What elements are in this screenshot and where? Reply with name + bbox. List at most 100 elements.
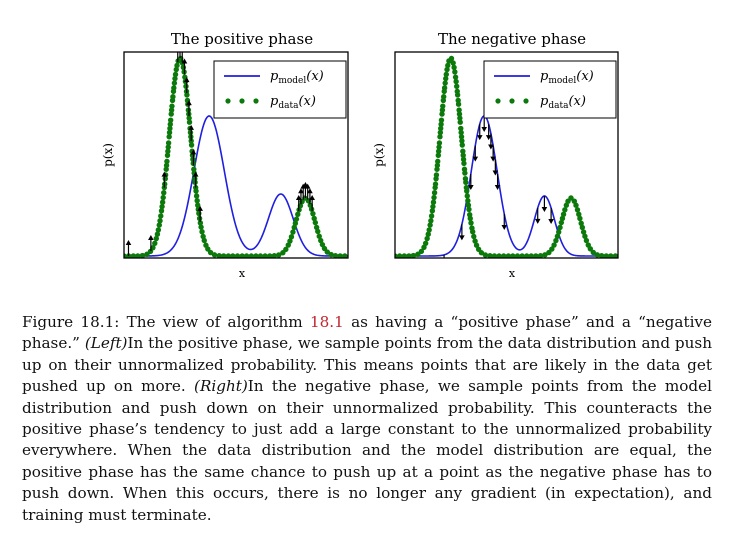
data-density-point	[168, 107, 175, 113]
data-density-point	[579, 224, 586, 231]
push-down-arrow	[548, 207, 554, 224]
data-density-point	[163, 166, 169, 172]
plot-frame	[394, 51, 619, 259]
data-density-point	[438, 117, 445, 123]
data-density-point	[292, 220, 299, 227]
data-density-point	[464, 188, 470, 194]
data-density-point	[608, 253, 614, 258]
data-density-point	[576, 211, 582, 218]
data-density-point	[164, 152, 171, 159]
data-density-point	[312, 219, 319, 226]
arrow-head	[307, 188, 313, 194]
data-density-point	[444, 66, 450, 73]
data-density-point	[315, 228, 321, 235]
data-density-point	[262, 253, 268, 258]
data-density-point	[396, 253, 403, 258]
push-down-arrow	[534, 207, 541, 224]
data-density-point	[467, 215, 473, 222]
data-density-point	[553, 237, 559, 244]
panel-title: The negative phase	[438, 30, 586, 48]
data-density-point	[456, 107, 462, 113]
data-density-point	[168, 111, 174, 117]
data-density-point	[216, 253, 222, 258]
data-density-point	[456, 111, 463, 117]
data-density-point	[186, 119, 193, 125]
legend-data-dot	[225, 98, 231, 104]
push-up-arrow	[181, 58, 188, 75]
data-density-point	[582, 233, 588, 239]
data-density-point	[578, 220, 584, 227]
data-density-point	[549, 246, 555, 252]
data-density-point	[510, 253, 516, 258]
data-density-point	[560, 211, 567, 218]
data-density-point	[201, 237, 207, 244]
legend-data-dot	[495, 98, 501, 104]
data-density-point	[155, 227, 162, 233]
arrow-head	[298, 188, 304, 194]
x-axis-label: x	[239, 267, 246, 280]
data-density-point	[487, 253, 493, 258]
data-density-point	[514, 253, 521, 258]
plot-frame	[123, 51, 349, 259]
data-density-point	[528, 253, 534, 258]
data-density-point	[460, 156, 467, 163]
data-density-point	[130, 253, 137, 258]
data-density-point	[171, 85, 177, 91]
data-density-point	[161, 190, 167, 196]
data-density-point	[496, 253, 502, 258]
data-density-point	[453, 78, 459, 85]
x-axis-label: x	[509, 267, 516, 280]
data-density-point	[310, 210, 316, 217]
legend: pmodel(x) pdata(x)	[483, 60, 617, 119]
data-density-point	[448, 55, 455, 62]
data-density-point	[537, 253, 544, 258]
arrow-head	[181, 58, 188, 64]
data-density-point	[455, 101, 462, 107]
data-density-point	[557, 224, 563, 231]
data-density-point	[460, 152, 466, 159]
data-density-point	[458, 129, 464, 136]
arrow-head	[490, 156, 496, 162]
push-down-arrow	[494, 174, 501, 191]
data-density-point	[441, 85, 448, 91]
data-density-point	[438, 121, 444, 127]
data-density-point	[465, 202, 472, 208]
arrow-head	[186, 100, 192, 106]
push-up-arrow	[190, 149, 197, 166]
data-density-point	[172, 75, 178, 82]
data-density-point	[462, 170, 468, 176]
data-density-point	[587, 246, 594, 252]
data-density-point	[159, 203, 165, 210]
data-density-point	[556, 229, 562, 235]
data-density-point	[410, 252, 417, 258]
arrow-head	[472, 156, 479, 162]
push-up-arrow	[177, 52, 179, 63]
data-density-point	[199, 229, 205, 235]
data-density-point	[171, 80, 178, 86]
data-density-point	[422, 240, 429, 246]
data-density-point	[451, 64, 457, 71]
data-density-point	[452, 69, 458, 75]
arrow-head	[468, 185, 474, 191]
data-density-point	[188, 138, 194, 144]
data-density-point	[568, 195, 574, 201]
push-up-arrow	[298, 188, 304, 205]
data-density-point	[491, 253, 498, 258]
arrow-head	[192, 171, 199, 177]
data-density-point	[551, 242, 557, 248]
arrow-head	[190, 149, 197, 155]
data-density-point	[442, 80, 448, 86]
push-down-arrow	[485, 124, 492, 141]
data-density-point	[559, 215, 566, 222]
plot-area	[124, 52, 348, 258]
data-density-point	[287, 238, 293, 244]
data-density-point	[318, 237, 324, 244]
legend-data-label: pdata(x)	[540, 94, 586, 111]
algorithm-reference-link[interactable]: 18.1	[309, 313, 344, 331]
data-density-point	[427, 222, 433, 228]
data-density-point	[443, 71, 449, 78]
data-density-point	[452, 74, 459, 80]
push-up-arrow	[186, 100, 192, 117]
arrow-head	[148, 234, 154, 240]
data-density-point	[288, 234, 295, 240]
